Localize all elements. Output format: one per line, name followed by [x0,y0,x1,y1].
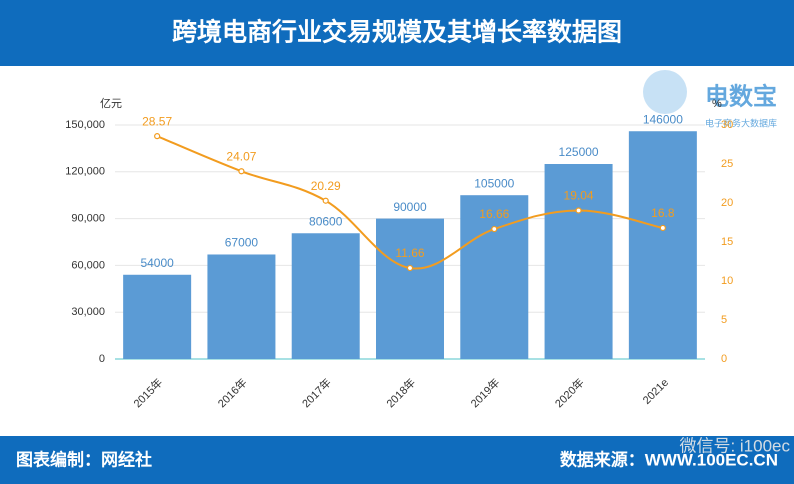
y-tick-label: 60,000 [71,259,105,271]
bar-value-label: 105000 [474,176,514,190]
line-value-label: 11.66 [395,246,424,260]
line-value-label: 28.57 [142,114,172,128]
line-point [406,264,414,272]
bar [291,233,360,359]
bar-value-label: 80600 [309,214,343,228]
line-point [322,197,329,204]
y2-tick-label: 10 [721,275,733,287]
line-point [659,224,666,232]
bar [376,218,444,359]
x-tick-label: 2021e [641,377,671,407]
logo-icon [643,70,687,114]
y-tick-label: 150,000 [65,119,105,131]
bar [628,131,697,359]
x-tick-label: 2019年 [467,375,502,410]
y2-tick-label: 5 [721,314,727,326]
bar-value-label: 54000 [140,256,174,270]
bar [544,164,613,359]
y2-tick-label: 20 [721,197,733,209]
y2-tick-label: 25 [721,158,733,170]
y-tick-label: 0 [99,353,105,365]
y-unit: 亿元 [100,97,122,110]
watermark: 微信号: i100ec [679,436,790,455]
y2-tick-label: 15 [721,236,733,248]
footer-band [0,436,794,484]
line-value-label: 16.8 [651,206,675,220]
line-point [154,133,161,140]
credit: 图表编制：网经社 [16,449,152,469]
y-tick-label: 30,000 [71,306,105,318]
y-tick-label: 90,000 [71,213,105,225]
chart-title: 跨境电商行业交易规模及其增长率数据图 [172,18,622,47]
bar-value-label: 125000 [559,145,599,159]
y2-tick-label: 0 [721,353,727,365]
x-tick-label: 2018年 [383,375,418,410]
logo-tagline: 电子商务大数据库 [705,117,777,128]
x-tick-label: 2016年 [215,375,250,410]
line-value-label: 16.66 [479,207,509,221]
bar-value-label: 146000 [643,112,683,126]
header-band [0,0,794,66]
x-tick-label: 2020年 [552,375,587,410]
line-value-label: 20.29 [311,179,341,193]
bar-value-label: 67000 [225,236,259,250]
bar-value-label: 90000 [393,200,427,214]
x-tick-label: 2017年 [299,375,334,410]
logo-name: 电数宝 [705,82,777,110]
bar [123,274,192,359]
y2-tick-label: 30 [721,119,733,131]
y-tick-label: 120,000 [65,166,105,178]
line-point [238,168,245,175]
line-value-label: 19.04 [564,189,594,203]
bar [207,254,276,359]
line-point [575,207,582,214]
line-point [491,225,498,233]
y2-unit: % [712,98,722,110]
x-tick-label: 2015年 [130,375,165,410]
line-value-label: 24.07 [226,149,256,163]
source: 数据来源：WWW.100EC.CN [560,449,778,469]
